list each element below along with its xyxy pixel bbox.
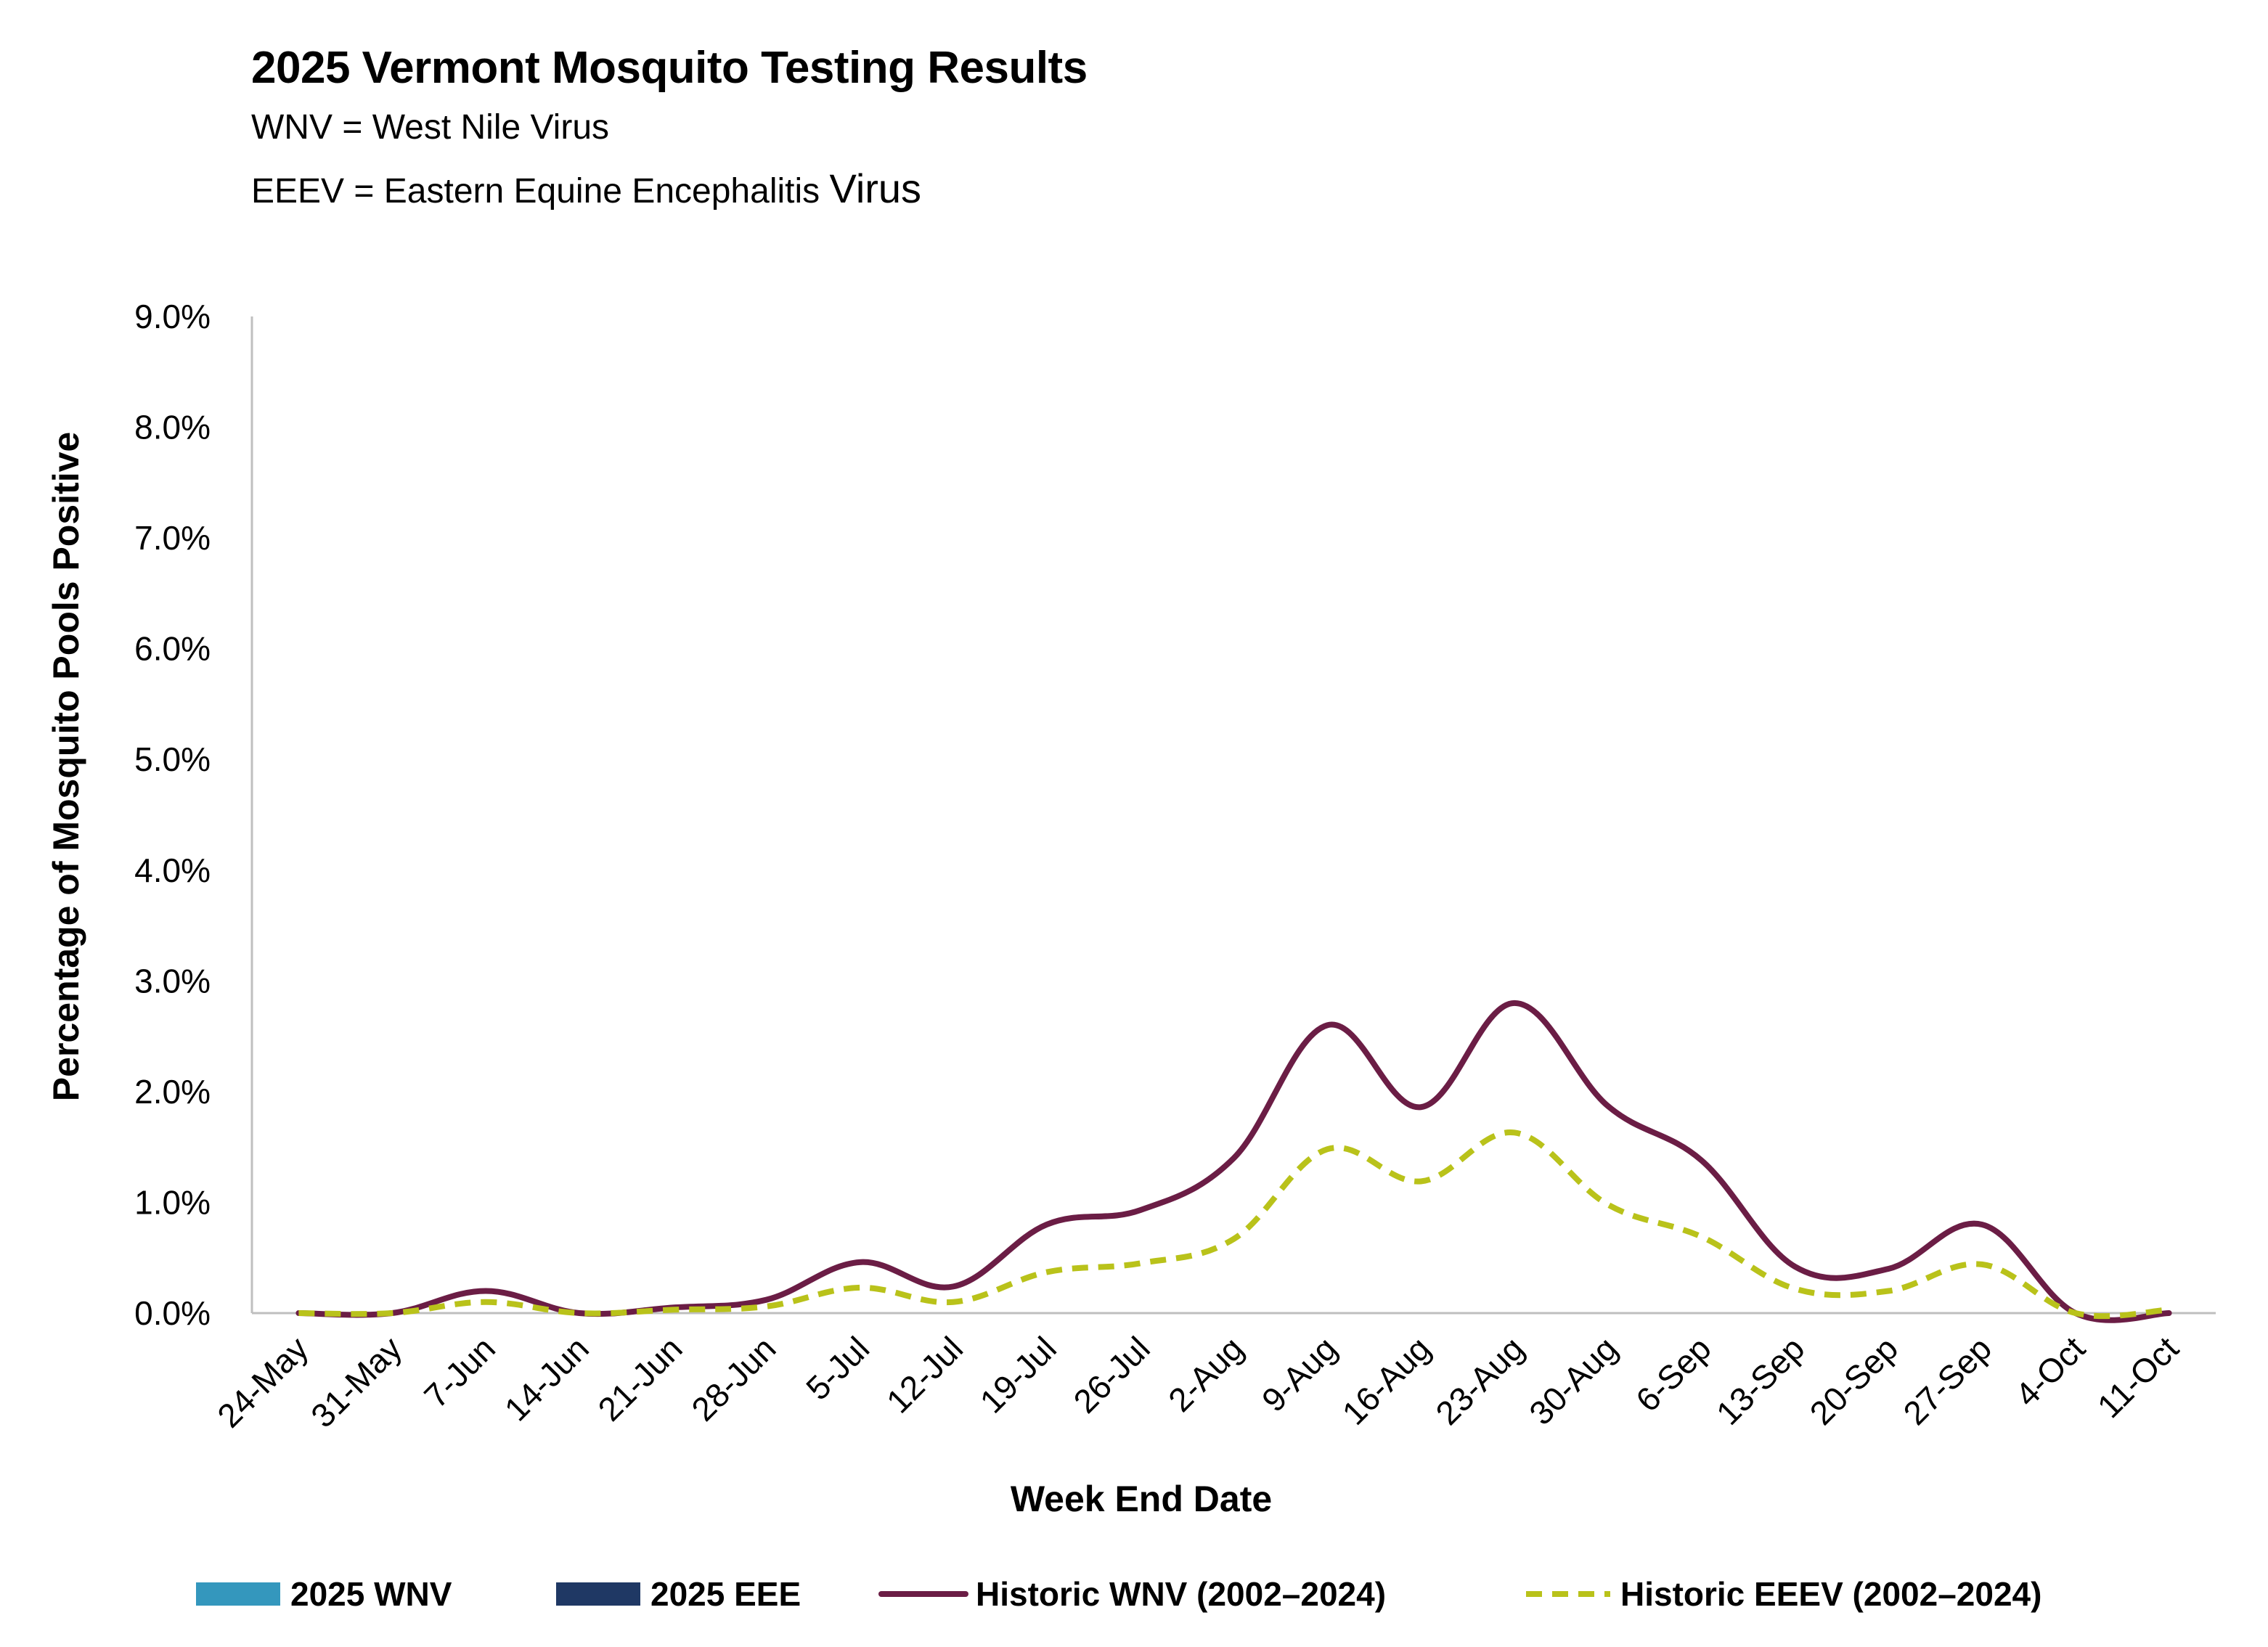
legend-label: Historic WNV (2002–2024) [976,1575,1386,1613]
legend-item-historic-eeev: Historic EEEV (2002–2024) [1526,1575,2041,1613]
legend-item-2025-eee: 2025 EEE [556,1575,801,1613]
y-axis-ticks: 0.0% 1.0% 2.0% 3.0% 4.0% 5.0% 6.0% 7.0% 8.0% 9.0% [134,298,211,1332]
legend-swatch [196,1582,280,1606]
legend-label: 2025 WNV [290,1575,452,1613]
chart-header: 2025 Vermont Mosquito Testing Results WN… [251,39,1088,222]
y-tick-label: 5.0% [134,740,211,778]
legend-label: Historic EEEV (2002–2024) [1620,1575,2041,1613]
subtitle-eeev-virus: Virus [829,165,922,211]
x-tick-label: 31-May [303,1329,409,1434]
x-tick-label: 9-Aug [1255,1329,1345,1419]
x-tick-label: 12-Jul [879,1329,970,1420]
subtitle-wnv: WNV = West Nile Virus [251,97,1088,158]
x-tick-label: 28-Jun [684,1329,783,1428]
x-tick-label: 7-Jun [417,1329,502,1415]
x-tick-label: 26-Jul [1066,1329,1157,1420]
y-tick-label: 0.0% [134,1294,211,1332]
chart-legend: 2025 WNV 2025 EEE Historic WNV (2002–2024)… [196,1575,2041,1613]
line-series [295,1000,2172,1323]
x-tick-label: 30-Aug [1522,1329,1625,1432]
x-tick-label: 19-Jul [973,1329,1064,1420]
legend-swatch [556,1582,640,1606]
y-tick-label: 3.0% [134,962,211,1000]
y-tick-label: 2.0% [134,1073,211,1111]
x-tick-label: 2-Aug [1161,1329,1251,1419]
historic-wnv-line [295,1000,2172,1323]
x-tick-label: 21-Jun [590,1329,689,1428]
legend-item-2025-wnv: 2025 WNV [196,1575,452,1613]
y-axis-title: Percentage of Mosquito Pools Positive [46,432,86,1101]
x-tick-label: 27-Sep [1896,1329,1999,1432]
historic-eeev-line [298,1129,2169,1320]
subtitle-eeev: EEEV = Eastern Equine Encephalitis Virus [251,158,1088,222]
y-tick-label: 4.0% [134,851,211,889]
chart-title: 2025 Vermont Mosquito Testing Results [251,43,1088,93]
x-tick-label: 23-Aug [1428,1329,1531,1432]
y-tick-label: 1.0% [134,1183,211,1221]
legend-item-historic-wnv: Historic WNV (2002–2024) [878,1575,1386,1613]
subtitle-wnv-text: WNV = West Nile Virus [251,108,610,147]
subtitle-eeev-text: EEEV = Eastern Equine Encephalitis [251,172,830,211]
x-tick-label: 4-Oct [2008,1329,2092,1413]
x-tick-label: 24-May [210,1329,315,1434]
y-tick-label: 6.0% [134,630,211,668]
x-tick-label: 14-Jun [497,1329,596,1428]
x-tick-label: 11-Oct [2090,1329,2186,1425]
chart-axes [250,316,2216,1315]
x-tick-label: 5-Jul [799,1329,876,1407]
x-tick-label: 16-Aug [1335,1329,1438,1432]
y-tick-label: 7.0% [134,519,211,557]
x-tick-label: 6-Sep [1628,1329,1718,1419]
y-tick-label: 8.0% [134,409,211,446]
x-axis-title: Week End Date [1011,1479,1272,1519]
y-tick-label: 9.0% [134,298,211,335]
legend-label: 2025 EEE [650,1575,801,1613]
x-tick-label: 13-Sep [1709,1329,1812,1432]
x-tick-label: 20-Sep [1803,1329,1906,1432]
